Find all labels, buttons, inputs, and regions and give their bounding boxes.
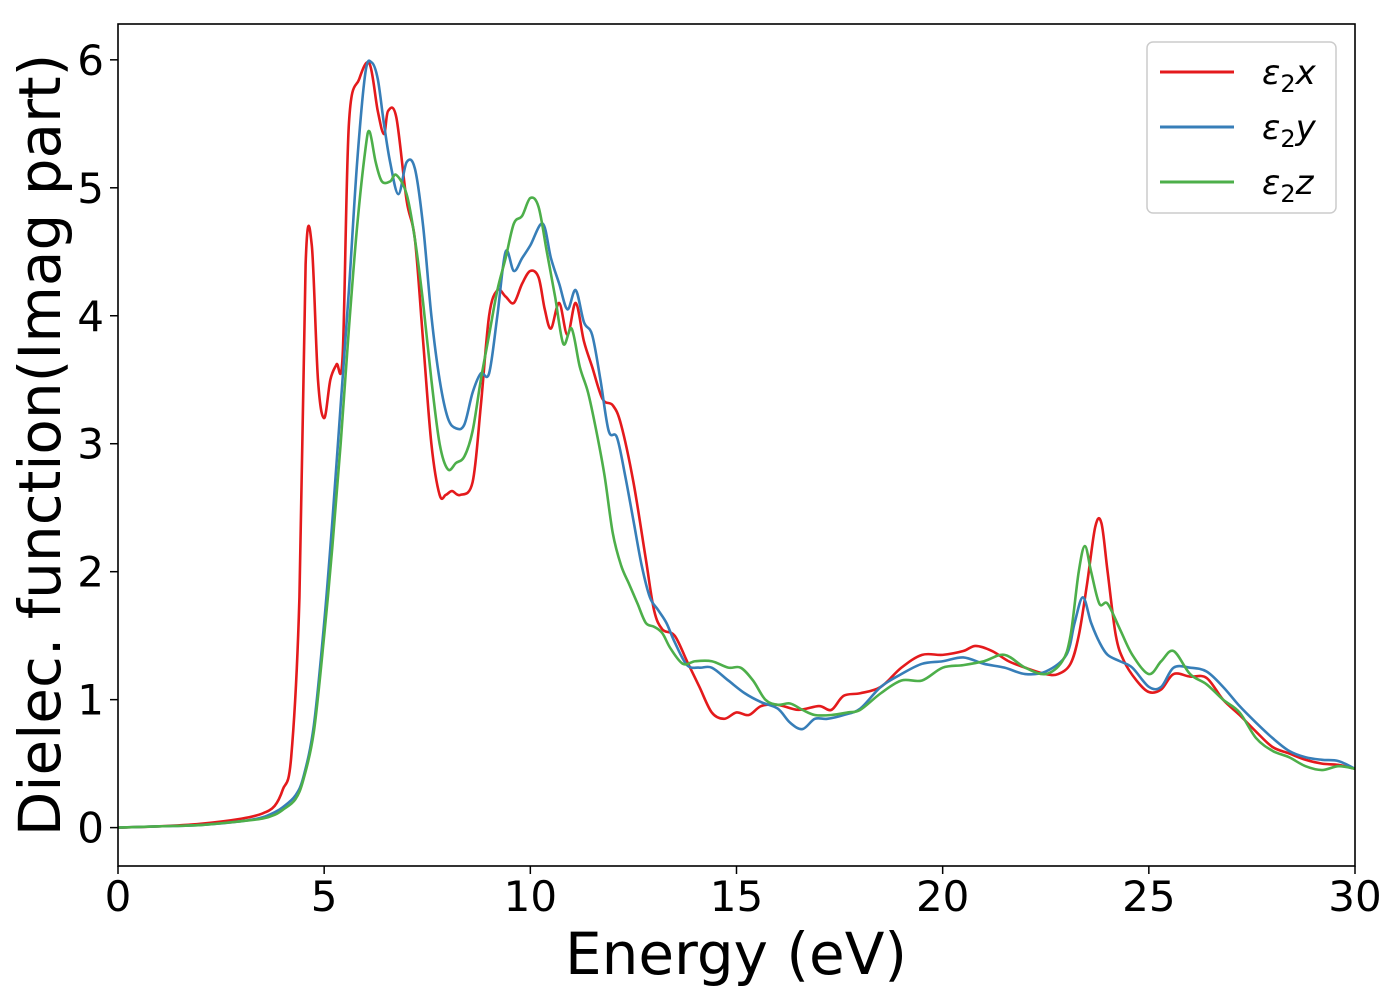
y-tick-label: 3 xyxy=(77,420,104,469)
legend-label-x: ε2x xyxy=(1262,53,1317,98)
x-tick-label: 5 xyxy=(311,872,338,921)
y-tick-label: 2 xyxy=(77,548,104,597)
x-tick-label: 20 xyxy=(916,872,969,921)
x-tick-label: 10 xyxy=(504,872,557,921)
series-line-z xyxy=(117,129,1356,829)
legend-label-z: ε2z xyxy=(1262,163,1315,208)
y-tick-label: 1 xyxy=(77,676,104,725)
legend-label-y: ε2y xyxy=(1262,108,1317,153)
x-axis-ticks: 0 5 10 15 20 25 30 xyxy=(105,866,1382,921)
y-axis-ticks: 0 1 2 3 4 5 6 xyxy=(77,36,118,853)
x-tick-label: 15 xyxy=(710,872,763,921)
series-layer xyxy=(117,59,1356,829)
series-line-y xyxy=(117,59,1356,829)
y-tick-label: 4 xyxy=(77,292,104,341)
x-axis-title: Energy (eV) xyxy=(565,920,907,988)
y-tick-label: 6 xyxy=(77,36,104,85)
x-tick-label: 30 xyxy=(1328,872,1381,921)
legend-box xyxy=(1146,41,1337,214)
x-tick-label: 0 xyxy=(105,872,132,921)
y-tick-label: 0 xyxy=(77,804,104,853)
series-line-x xyxy=(117,61,1356,829)
y-tick-label: 5 xyxy=(77,164,104,213)
y-axis-title: Dielec. function(Imag part) xyxy=(6,54,74,837)
legend: ε2x ε2y ε2z xyxy=(1146,41,1337,214)
x-tick-label: 25 xyxy=(1122,872,1175,921)
